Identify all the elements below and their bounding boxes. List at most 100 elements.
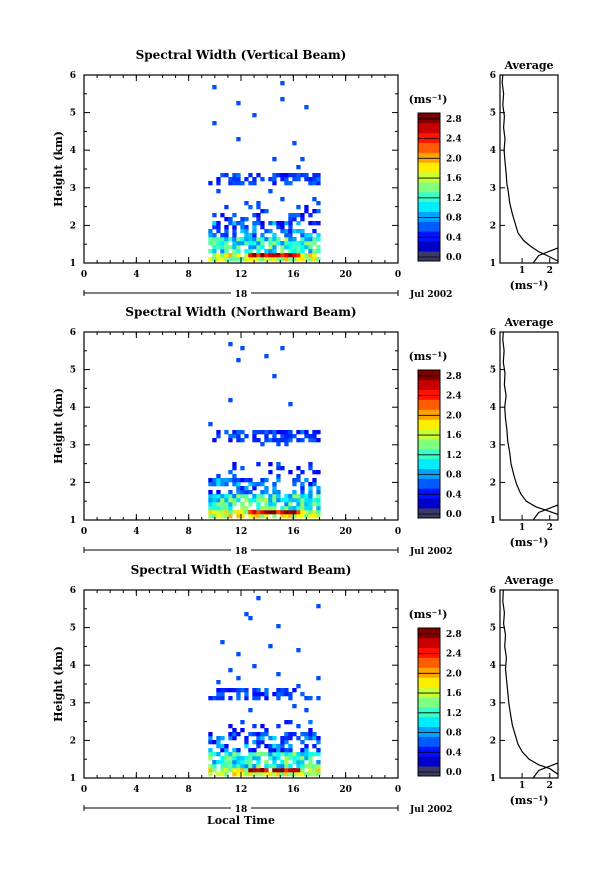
- heatmap-cell: [312, 510, 317, 515]
- heatmap-cell: [292, 760, 297, 765]
- heatmap-cell: [284, 434, 289, 439]
- average-y-tick-label: 4: [490, 661, 496, 671]
- heatmap-cell: [292, 434, 297, 439]
- y-axis-label: Height (km): [52, 388, 65, 464]
- colorbar-segment: [418, 172, 440, 183]
- heatmap-cell: [208, 502, 213, 507]
- heatmap-cell: [236, 772, 241, 777]
- heatmap-cell: [316, 430, 321, 435]
- heatmap-cell: [272, 430, 277, 435]
- average-x-tick-label: 2: [547, 523, 553, 533]
- heatmap-cell: [216, 253, 221, 258]
- day-label: 18: [235, 290, 248, 300]
- heatmap-cell: [284, 510, 289, 515]
- heatmap-cell: [256, 596, 261, 601]
- heatmap-cell: [212, 241, 217, 246]
- colorbar-tick-label: 2.0: [446, 154, 462, 164]
- heatmap-cell: [232, 752, 237, 757]
- heatmap-cell: [312, 434, 317, 439]
- heatmap-cell: [304, 506, 309, 511]
- heatmap-cell: [232, 430, 237, 435]
- heatmap-cell: [256, 756, 261, 761]
- colorbar-segment: [418, 677, 440, 688]
- heatmap-cell: [232, 253, 237, 258]
- heatmap-cell: [252, 229, 257, 234]
- heatmap-cell: [300, 470, 305, 475]
- average-profile-line-lower: [532, 762, 559, 779]
- heatmap-cell: [284, 736, 289, 741]
- heatmap-cell: [220, 514, 225, 519]
- heatmap-cell: [240, 486, 245, 491]
- heatmap-cell: [316, 486, 321, 491]
- heatmap-cell: [216, 696, 221, 701]
- heatmap-cell: [224, 502, 229, 507]
- average-x-tick-label: 2: [547, 266, 553, 276]
- heatmap-cell: [260, 740, 265, 745]
- day-label: 18: [235, 547, 248, 557]
- heatmap-cell: [284, 764, 289, 769]
- heatmap-cell: [276, 688, 281, 693]
- heatmap-cell: [228, 434, 233, 439]
- heatmap-cell: [224, 748, 229, 753]
- heatmap-cell: [292, 173, 297, 178]
- heatmap-cell: [272, 181, 277, 186]
- heatmap-cell: [208, 494, 213, 499]
- heatmap-cell: [244, 494, 249, 499]
- heatmap-cell: [284, 498, 289, 503]
- heatmap-cell: [296, 768, 301, 773]
- heatmap-cell: [244, 434, 249, 439]
- heatmap-cell: [240, 760, 245, 765]
- heatmap-cell: [268, 229, 273, 234]
- heatmap-cell: [272, 764, 277, 769]
- heatmap-cell: [292, 177, 297, 182]
- heatmap-cell: [240, 502, 245, 507]
- heatmap-cell: [208, 764, 213, 769]
- heatmap-cell: [220, 498, 225, 503]
- heatmap-cell: [300, 229, 305, 234]
- heatmap-cell: [316, 181, 321, 186]
- heatmap-cells: [208, 342, 321, 519]
- heatmap-cell: [312, 257, 317, 262]
- heatmap-cell: [236, 756, 241, 761]
- heatmap-cell: [248, 249, 253, 254]
- heatmap-cell: [236, 257, 241, 262]
- heatmap-cell: [220, 253, 225, 258]
- heatmap-cell: [260, 506, 265, 511]
- heatmap-cell: [236, 760, 241, 765]
- heatmap-cell: [256, 237, 261, 242]
- colorbar-segment: [418, 637, 440, 649]
- colorbar-tick-label: 2.8: [446, 115, 462, 125]
- heatmap-cell: [244, 241, 249, 246]
- colorbar-segment: [418, 766, 440, 777]
- y-axis-label: Height (km): [52, 131, 65, 207]
- heatmap-cell: [252, 498, 257, 503]
- heatmap-cell: [268, 249, 273, 254]
- heatmap-cell: [232, 229, 237, 234]
- heatmap-cell: [292, 704, 297, 709]
- heatmap-cell: [220, 756, 225, 761]
- heatmap-cell: [252, 664, 257, 669]
- heatmap-cell: [300, 490, 305, 495]
- heatmap-cell: [256, 752, 261, 757]
- heatmap-cell: [296, 241, 301, 246]
- x-tick-label: 4: [133, 527, 139, 537]
- heatmap-cell: [264, 237, 269, 242]
- heatmap-cell: [252, 696, 257, 701]
- heatmap-cell: [256, 494, 261, 499]
- heatmap-cell: [212, 764, 217, 769]
- colorbar-tick-label: 2.8: [446, 372, 462, 382]
- heatmap-cell: [220, 772, 225, 777]
- heatmap-cell: [232, 245, 237, 250]
- colorbar-segment: [418, 251, 440, 262]
- heatmap-cell: [312, 197, 317, 202]
- heatmap-cell: [272, 744, 277, 749]
- heatmap-cell: [248, 756, 253, 761]
- heatmap-cell: [224, 764, 229, 769]
- heatmap-cell: [248, 257, 253, 262]
- colorbar-segment: [418, 667, 440, 678]
- heatmap-cell: [304, 209, 309, 214]
- heatmap-cell: [284, 442, 289, 447]
- heatmap-cell: [216, 688, 221, 693]
- heatmap-cell: [208, 510, 213, 515]
- heatmap-cell: [236, 498, 241, 503]
